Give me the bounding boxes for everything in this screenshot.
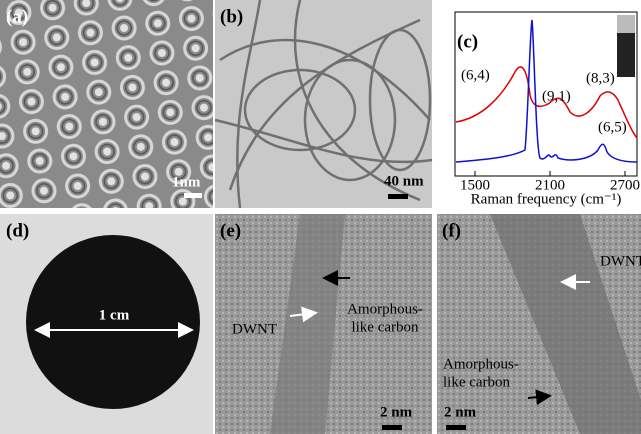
x-tick-label: 2700 (610, 177, 640, 193)
panel-label: (d) (6, 220, 29, 241)
panel-label: (e) (220, 220, 241, 241)
carbon-text: Amorphous- (347, 301, 423, 317)
tube-text: DWNTs (600, 253, 641, 269)
peak-label: (6,4) (461, 67, 490, 83)
panel-d: 1 cm (d) (0, 214, 213, 434)
peak-label: (8,3) (586, 70, 615, 86)
vial-cap (617, 15, 635, 33)
size-text: 1 cm (99, 307, 130, 323)
panel-e: (e) DWNT Amorphous- like carbon 2 nm (215, 214, 432, 434)
carbon-text: Amorphous- (443, 356, 519, 372)
scale-text: 2 nm (380, 404, 413, 420)
scale-bar (184, 193, 202, 198)
panel-c: (c) (6,4) (9,1) (8,3) (6,5) Raman freque… (437, 0, 641, 208)
panel-b: (b) 40 nm (215, 0, 432, 208)
scale-bar (382, 425, 402, 430)
peak-label: (6,5) (598, 119, 627, 135)
panel-label: (b) (220, 6, 243, 27)
scale-text: 40 nm (384, 173, 424, 189)
peak-label: (9,1) (542, 88, 571, 104)
scale-text: 1nm (172, 174, 201, 190)
panel-label: (a) (6, 6, 28, 27)
panel-label: (c) (457, 31, 478, 52)
tube-text: DWNT (232, 321, 277, 337)
panel-label: (f) (442, 220, 461, 241)
x-tick-label: 2100 (535, 177, 565, 193)
x-tick-label: 1500 (460, 177, 490, 193)
carbon-text: like carbon (443, 374, 511, 390)
panel-a: (a) 1nm (0, 0, 213, 208)
carbon-text: like carbon (351, 319, 419, 335)
scale-bar (446, 425, 466, 430)
x-axis-label: Raman frequency (cm⁻¹) (471, 191, 622, 207)
scale-bar (388, 194, 408, 199)
figure: (a) 1nm (b) 40 nm (c) (6,4) (9,1) (8,3) (0, 0, 641, 434)
scale-text: 2 nm (444, 404, 477, 420)
panel-f: (f) DWNTs Amorphous- like carbon 2 nm (437, 214, 641, 434)
